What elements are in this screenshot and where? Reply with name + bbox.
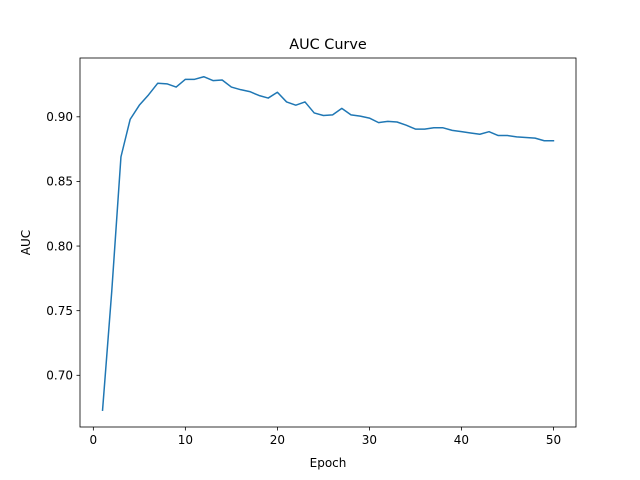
y-tick-label: 0.90 — [46, 110, 73, 124]
y-tick-label: 0.80 — [46, 239, 73, 253]
x-tick-label: 40 — [454, 433, 469, 447]
x-tick-label: 20 — [270, 433, 285, 447]
y-axis-ticks: 0.70 0.75 0.80 0.85 0.90 — [46, 110, 80, 383]
x-tick-label: 0 — [90, 433, 98, 447]
x-axis-label: Epoch — [310, 456, 347, 470]
y-tick-label: 0.70 — [46, 369, 73, 383]
x-axis-ticks: 0 10 20 30 40 50 — [90, 427, 561, 447]
plot-area-frame — [79, 57, 577, 428]
series-line-auc — [101, 75, 555, 412]
y-tick-label: 0.75 — [46, 304, 73, 318]
x-tick-label: 50 — [546, 433, 561, 447]
x-tick-label: 30 — [362, 433, 377, 447]
plot-series — [101, 75, 555, 412]
y-tick-label: 0.85 — [46, 175, 73, 189]
y-axis-label: AUC — [19, 230, 33, 255]
chart-title: AUC Curve — [289, 37, 367, 53]
x-tick-label: 10 — [178, 433, 193, 447]
